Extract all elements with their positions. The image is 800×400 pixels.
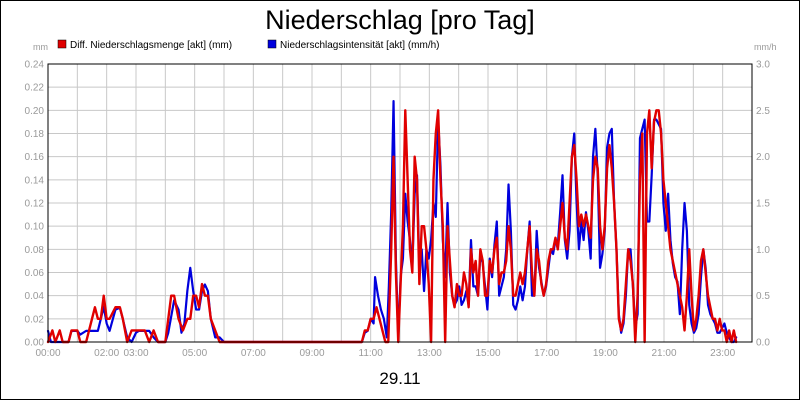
y-left-tick-label: 0.20 (25, 106, 45, 117)
y-left-tick-label: 0.10 (25, 222, 45, 233)
y-right-tick-label: 1.0 (756, 245, 770, 256)
legend-swatch-blue (267, 39, 277, 49)
y-left-tick-label: 0.04 (25, 291, 45, 302)
x-tick-label: 07:00 (241, 348, 266, 359)
legend-label-blue: Niederschlagsintensität [akt] (mm/h) (280, 40, 440, 51)
legend-label-red: Diff. Niederschlagsmenge [akt] (mm) (70, 40, 232, 51)
y-right-tick-label: 0.0 (756, 338, 770, 349)
y-right-tick-label: 2.0 (756, 152, 770, 163)
y-left-tick-label: 0.16 (25, 152, 45, 163)
y-right-tick-label: 0.5 (756, 291, 770, 302)
y-left-tick-label: 0.02 (25, 314, 45, 325)
x-tick-label: 09:00 (299, 348, 324, 359)
date-label: 29.11 (379, 369, 420, 388)
plot-border (47, 63, 753, 343)
series-line-difference (46, 109, 738, 344)
chart-title: Niederschlag [pro Tag] (265, 5, 535, 35)
x-tick-label: 19:00 (593, 348, 618, 359)
x-tick-label: 02:00 (94, 348, 119, 359)
y-left-tick-label: 0.24 (25, 60, 45, 71)
y-left-tick-label: 0.18 (25, 129, 45, 140)
x-tick-label: 03:00 (123, 348, 148, 359)
y-left-tick-label: 0.14 (25, 175, 45, 186)
y-left-tick-label: 0.12 (25, 199, 45, 210)
x-tick-label: 13:00 (417, 348, 442, 359)
axes: 0.00 0.02 0.04 0.06 0.08 0.10 0.12 0.14 0.16 0.18… (25, 60, 771, 360)
legend-swatch-red (57, 39, 67, 49)
y-right-tick-label: 3.0 (756, 60, 770, 71)
x-tick-label: 17:00 (534, 348, 559, 359)
x-tick-label: 15:00 (475, 348, 500, 359)
y-left-tick-label: 0.22 (25, 83, 45, 94)
x-tick-label: 11:00 (359, 348, 384, 359)
x-tick-label: 23:00 (710, 348, 735, 359)
y-left-tick-label: 0.08 (25, 245, 45, 256)
series (46, 99, 738, 344)
y-left-tick-label: 0.00 (25, 338, 45, 349)
left-axis-unit: mm (33, 42, 48, 52)
legend: Diff. Niederschlagsmenge [akt] (mm) Nied… (57, 39, 440, 51)
right-axis-unit: mm/h (754, 42, 777, 52)
y-right-tick-label: 1.5 (756, 199, 770, 210)
y-left-tick-label: 0.06 (25, 268, 45, 279)
x-tick-label: 05:00 (182, 348, 207, 359)
x-tick-label: 00:00 (35, 348, 60, 359)
y-right-tick-label: 2.5 (756, 106, 770, 117)
x-tick-label: 21:00 (651, 348, 676, 359)
